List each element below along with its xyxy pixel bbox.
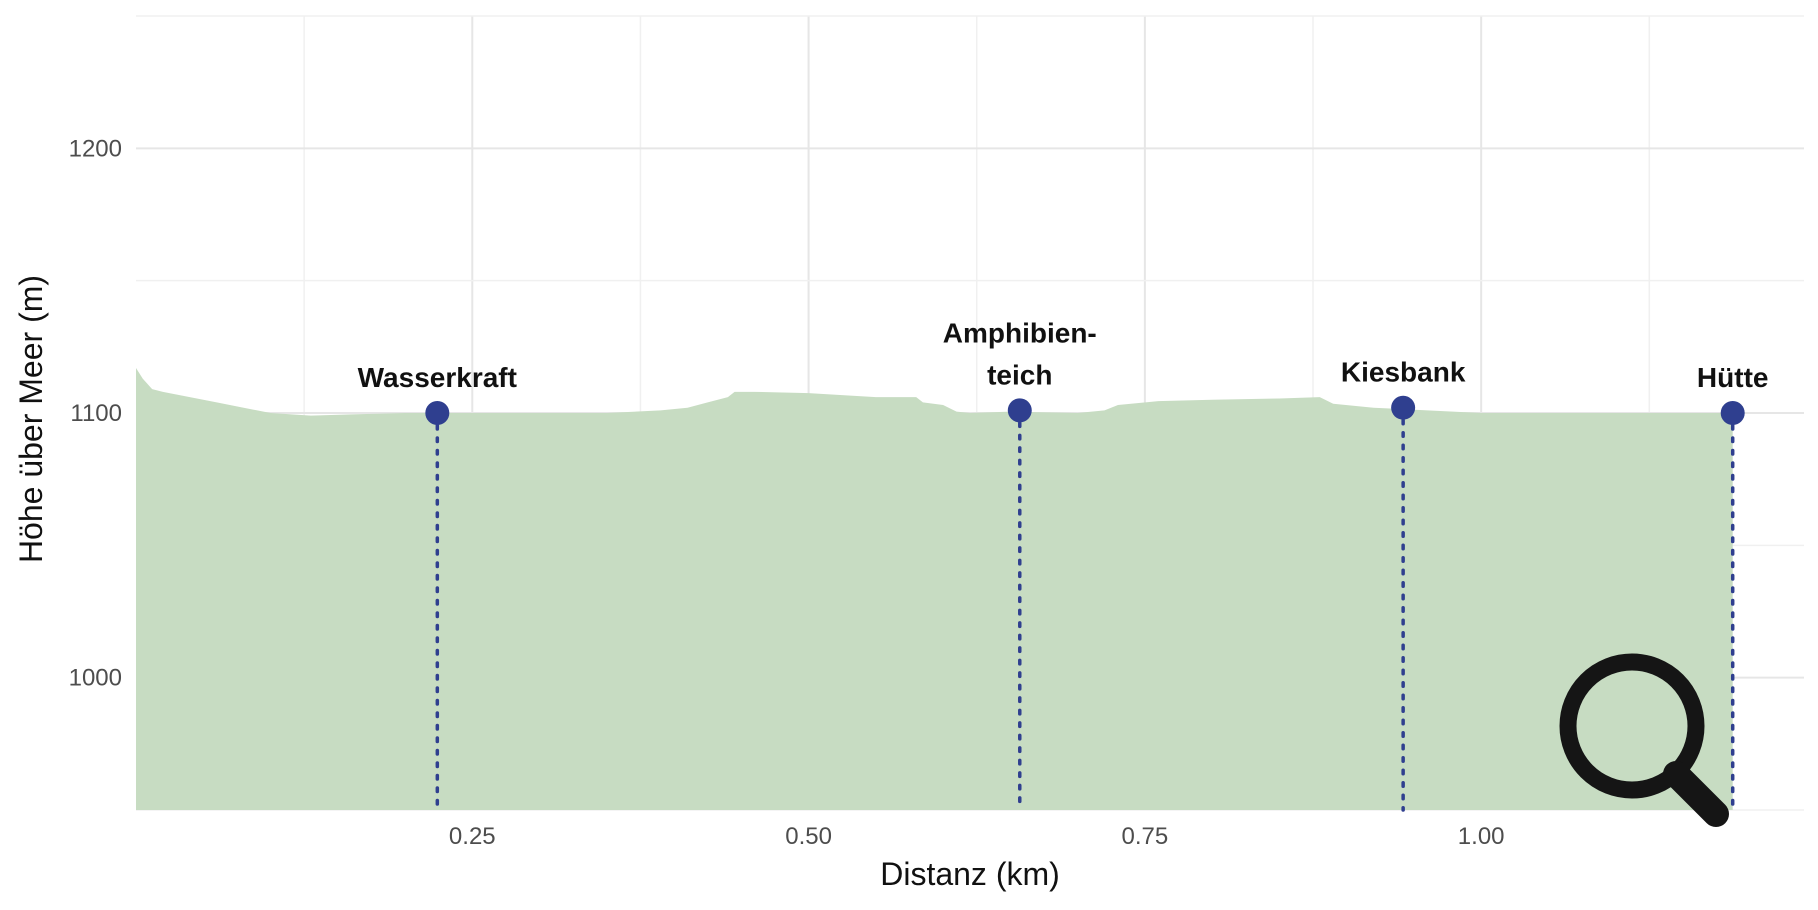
y-tick-label: 1200 bbox=[69, 135, 122, 162]
poi-points bbox=[425, 395, 1745, 425]
elevation-area bbox=[136, 368, 1733, 810]
poi-marker bbox=[1007, 398, 1032, 423]
x-tick-label: 0.50 bbox=[785, 823, 832, 850]
y-tick-label: 1000 bbox=[69, 665, 122, 692]
poi-label: Kiesbank bbox=[1341, 357, 1466, 388]
poi-lines bbox=[435, 405, 1735, 812]
poi-label: Wasserkraft bbox=[358, 362, 517, 393]
x-tick-label: 1.00 bbox=[1458, 823, 1505, 850]
poi-label: Hütte bbox=[1697, 362, 1769, 393]
x-axis-title: Distanz (km) bbox=[880, 856, 1060, 892]
x-tick-label: 0.75 bbox=[1122, 823, 1169, 850]
poi-marker bbox=[425, 401, 450, 425]
poi-labels: Wasserkraft Amphibien-teich Kiesbank Hütte bbox=[358, 317, 1769, 393]
y-tick-label: 1100 bbox=[70, 400, 122, 427]
poi-label: Amphibien-teich bbox=[943, 317, 1097, 390]
x-tick-label: 0.25 bbox=[449, 823, 496, 850]
x-axis-ticks: 0.25 0.50 0.75 1.00 bbox=[449, 823, 1505, 850]
y-axis-ticks: 1000 1100 1200 bbox=[69, 135, 122, 691]
magnifier-icon[interactable] bbox=[1559, 653, 1729, 827]
poi-marker bbox=[1391, 395, 1416, 420]
poi-marker bbox=[1720, 401, 1745, 425]
y-axis-title: Höhe über Meer (m) bbox=[13, 275, 49, 563]
